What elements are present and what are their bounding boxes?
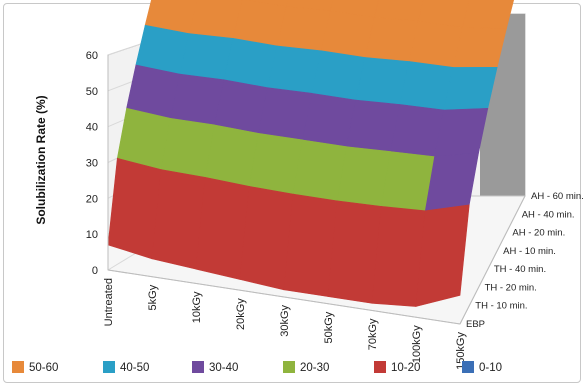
x-tick-label: 5kGy	[147, 284, 159, 310]
surface-patch	[232, 0, 287, 47]
legend-label: 30-40	[209, 362, 238, 374]
x-tick-label: 150kGy	[455, 332, 467, 370]
surface-patch	[311, 50, 366, 101]
y-axis-title: Solubilization Rate (%)	[34, 95, 48, 224]
y-tick-label: 0	[92, 265, 98, 277]
legend-label: 40-50	[120, 362, 149, 374]
depth-tick-label: AH - 60 min.	[531, 191, 584, 202]
x-tick-label: Untreated	[103, 278, 115, 326]
surface-patch	[214, 79, 269, 134]
depth-tick-label: TH - 20 min.	[485, 282, 537, 293]
legend-label: 0-10	[479, 362, 502, 374]
legend-label: 20-30	[300, 362, 329, 374]
surface-patch	[415, 204, 470, 307]
y-tick-label: 20	[86, 193, 98, 205]
surface-patch	[320, 10, 375, 58]
legend-label: 50-60	[29, 362, 58, 374]
x-tick-label: 50kGy	[323, 311, 335, 343]
x-tick-label: 30kGy	[279, 305, 291, 337]
y-axis-ticks: 0 10 20 30 40 50 60	[86, 50, 98, 277]
x-tick-label: 20kGy	[235, 298, 247, 330]
depth-tick-label: EBP	[466, 319, 485, 330]
legend-label: 10-20	[391, 362, 420, 374]
legend: 50-60 40-50 30-40 20-30 10-20 0-10	[12, 361, 502, 374]
legend-swatch	[192, 361, 204, 373]
depth-axis-ticks: EBP TH - 10 min. TH - 20 min. TH - 40 min. A…	[466, 191, 584, 330]
depth-tick-label: TH - 10 min.	[475, 301, 527, 312]
y-tick-label: 50	[86, 86, 98, 98]
y-tick-label: 10	[86, 229, 98, 241]
x-axis-line	[107, 269, 461, 325]
depth-tick-label: TH - 40 min.	[494, 264, 546, 275]
y-tick-label: 30	[86, 158, 98, 170]
x-tick-label: 100kGy	[411, 325, 423, 363]
legend-swatch	[462, 361, 474, 373]
surface	[107, 0, 515, 307]
surface-patch	[443, 67, 498, 111]
legend-swatch	[12, 361, 24, 373]
y-tick-label: 60	[86, 50, 98, 62]
surface-patch	[452, 27, 507, 68]
surface-patch	[204, 124, 259, 187]
legend-swatch	[374, 361, 386, 373]
x-tick-label: 10kGy	[191, 291, 203, 323]
x-axis-ticks: Untreated 5kGy 10kGy 20kGy 30kGy 50kGy 70kGy 10…	[103, 278, 467, 370]
x-tick-label: 70kGy	[367, 318, 379, 350]
legend-swatch	[283, 361, 295, 373]
depth-tick-label: AH - 40 min.	[522, 209, 575, 220]
legend-swatch	[103, 361, 115, 373]
depth-tick-label: AH - 20 min.	[512, 228, 565, 239]
y-tick-label: 40	[86, 122, 98, 134]
surface-patch	[223, 38, 278, 89]
depth-axis-line	[459, 195, 526, 325]
surface-patch	[408, 20, 463, 68]
depth-tick-label: AH - 10 min.	[503, 246, 556, 257]
surface-patch	[462, 0, 515, 30]
